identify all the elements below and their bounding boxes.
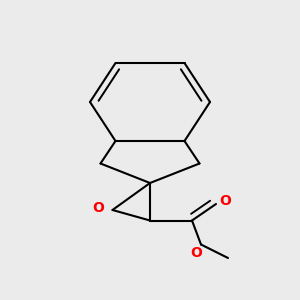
- Text: O: O: [219, 194, 231, 208]
- Text: O: O: [190, 246, 202, 260]
- Text: O: O: [92, 202, 104, 215]
